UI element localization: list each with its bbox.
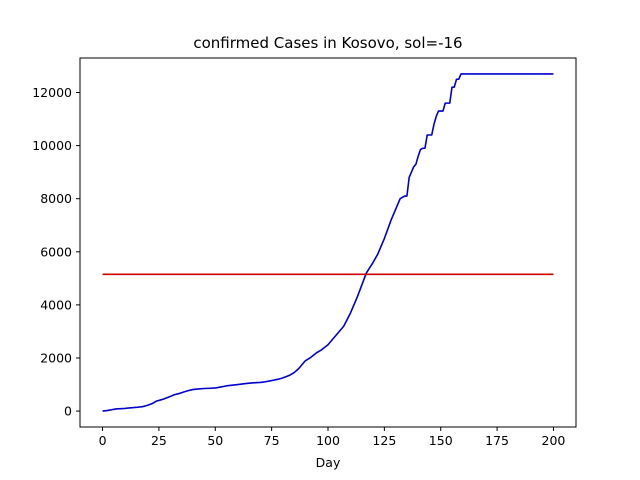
- x-axis-label: Day: [316, 455, 341, 470]
- x-tick-label: 25: [151, 433, 167, 448]
- y-axis: 0 2000 4000 6000 8000 10000 12000: [32, 85, 80, 419]
- y-tick-label: 4000: [40, 297, 72, 312]
- x-tick-label: 150: [429, 433, 453, 448]
- x-tick-label: 100: [316, 433, 340, 448]
- x-axis: 0 25 50 75 100 125 150 175 200: [99, 427, 566, 448]
- plot-area: [103, 74, 554, 411]
- x-tick-label: 175: [485, 433, 509, 448]
- y-tick-label: 0: [64, 404, 72, 419]
- x-tick-label: 75: [264, 433, 280, 448]
- x-tick-label: 0: [99, 433, 107, 448]
- y-tick-label: 12000: [32, 85, 72, 100]
- x-tick-label: 200: [542, 433, 566, 448]
- series-line-0: [103, 74, 554, 411]
- y-tick-label: 8000: [40, 191, 72, 206]
- y-tick-label: 6000: [40, 244, 72, 259]
- axes-frame: [80, 58, 576, 427]
- y-tick-label: 10000: [32, 138, 72, 153]
- chart-title: confirmed Cases in Kosovo, sol=-16: [193, 34, 462, 52]
- x-tick-label: 125: [372, 433, 396, 448]
- y-tick-label: 2000: [40, 350, 72, 365]
- x-tick-label: 50: [207, 433, 223, 448]
